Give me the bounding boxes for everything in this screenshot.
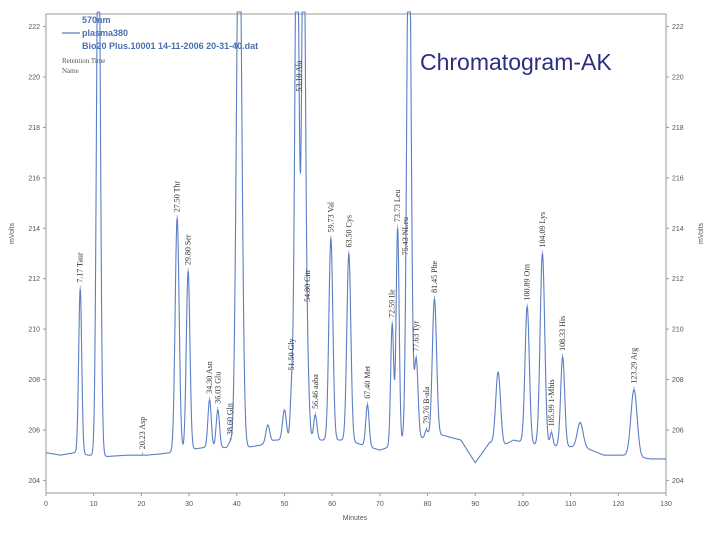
wavelength-label: 570nm — [82, 15, 111, 25]
y-tick-label-right: 204 — [672, 478, 684, 485]
peak-label: 63.50 Cys — [344, 215, 353, 247]
header-retention-time: Retention Time — [62, 57, 105, 65]
peak-label: 36.03 Glu — [213, 372, 222, 404]
peak-label: 54.80 Citr — [303, 269, 312, 302]
x-tick-label: 130 — [660, 501, 672, 508]
x-tick-label: 60 — [328, 501, 336, 508]
x-tick-label: 20 — [137, 501, 145, 508]
y-tick-label-right: 210 — [672, 327, 684, 334]
plot-frame — [45, 13, 667, 494]
y-tick-label-right: 220 — [672, 75, 684, 82]
peak-labels: 7.17 Taur 20.23 Asp 27.50 Thr 29.80 Ser 34.3… — [76, 60, 639, 449]
x-tick-label: 90 — [471, 501, 479, 508]
y-tick-label-left: 222 — [28, 24, 40, 31]
y-tick-label-left: 212 — [28, 276, 40, 283]
data-file-name: Bio20 Plus.10001 14-11-2006 20-31-40.dat — [82, 41, 258, 51]
peak-label: 73.73 Leu — [393, 190, 402, 222]
peak-label: 77.63 Tyr — [412, 320, 421, 351]
peak-label: 75.43 NLeu — [401, 217, 410, 255]
y-tick-label-left: 214 — [28, 226, 40, 233]
y-tick-label-left: 210 — [28, 327, 40, 334]
y-tick-label-right: 212 — [672, 276, 684, 283]
y-axis-label-right: mVolts — [698, 222, 705, 244]
x-tick-label: 80 — [424, 501, 432, 508]
peak-label: 56.46 aaba — [311, 374, 320, 409]
y-tick-label-right: 208 — [672, 377, 684, 384]
peak-label: 108.33 His — [558, 316, 567, 351]
peak-label: 53.10 Ala — [295, 60, 304, 92]
y-tick-label-right: 214 — [672, 226, 684, 233]
y-tick-label-left: 206 — [28, 427, 40, 434]
y-tick-label-left: 220 — [28, 75, 40, 82]
chromatogram-trace — [45, 11, 667, 464]
peak-label: 29.80 Ser — [184, 234, 193, 265]
x-tick-label: 10 — [90, 501, 98, 508]
x-axis: 0 10 20 30 40 50 60 70 80 90 100 110 120 130 — [44, 493, 672, 508]
y-tick-label-right: 206 — [672, 427, 684, 434]
y-tick-label-right: 218 — [672, 125, 684, 132]
right-y-axis: 204 206 208 210 212 214 216 218 220 222 — [666, 24, 684, 485]
slide-title: Chromatogram-AK — [420, 49, 612, 75]
x-tick-label: 40 — [233, 501, 241, 508]
y-tick-label-left: 204 — [28, 478, 40, 485]
header-name: Name — [62, 67, 79, 75]
x-tick-label: 110 — [565, 501, 576, 508]
x-tick-label: 30 — [185, 501, 193, 508]
peak-label: 27.50 Thr — [173, 180, 182, 212]
x-tick-label: 70 — [376, 501, 384, 508]
y-tick-label-left: 208 — [28, 377, 40, 384]
x-tick-label: 50 — [281, 501, 289, 508]
peak-label: 123.29 Arg — [629, 348, 638, 384]
peak-label: 51.50 Gly — [287, 338, 296, 370]
left-y-axis: 204 206 208 210 212 214 216 218 220 222 — [28, 24, 46, 485]
y-tick-label-left: 218 — [28, 125, 40, 132]
peak-label: 81.45 Phe — [430, 260, 439, 292]
y-tick-label-right: 222 — [672, 24, 684, 31]
peak-label: 59.73 Val — [326, 201, 335, 232]
peak-label: 100.89 Orn — [523, 264, 532, 300]
peak-label: 20.23 Asp — [138, 417, 147, 449]
peak-label: 104.09 Lys — [538, 212, 547, 248]
y-tick-label-left: 216 — [28, 175, 40, 182]
x-tick-label: 0 — [44, 501, 48, 508]
peak-label: 67.40 Met — [363, 365, 372, 399]
y-tick-label-right: 216 — [672, 175, 684, 182]
x-tick-label: 100 — [517, 501, 529, 508]
peak-label: 72.59 Ile — [388, 289, 397, 318]
data-header: 570nm plasma380 Bio20 Plus.10001 14-11-2… — [62, 15, 258, 75]
y-axis-label-left: mVolts — [9, 222, 16, 244]
peak-label: 38.60 Gln — [226, 403, 235, 435]
peak-label: 34.30 Asn — [205, 361, 214, 393]
peak-label: 7.17 Taur — [76, 252, 85, 283]
peak-label: 105.99 1-Mhis — [547, 379, 556, 426]
x-tick-label: 120 — [612, 501, 624, 508]
legend-trace-name: plasma380 — [82, 28, 128, 38]
peak-label: 79.76 B-ala — [422, 386, 431, 424]
x-axis-label: Minutes — [343, 515, 368, 522]
